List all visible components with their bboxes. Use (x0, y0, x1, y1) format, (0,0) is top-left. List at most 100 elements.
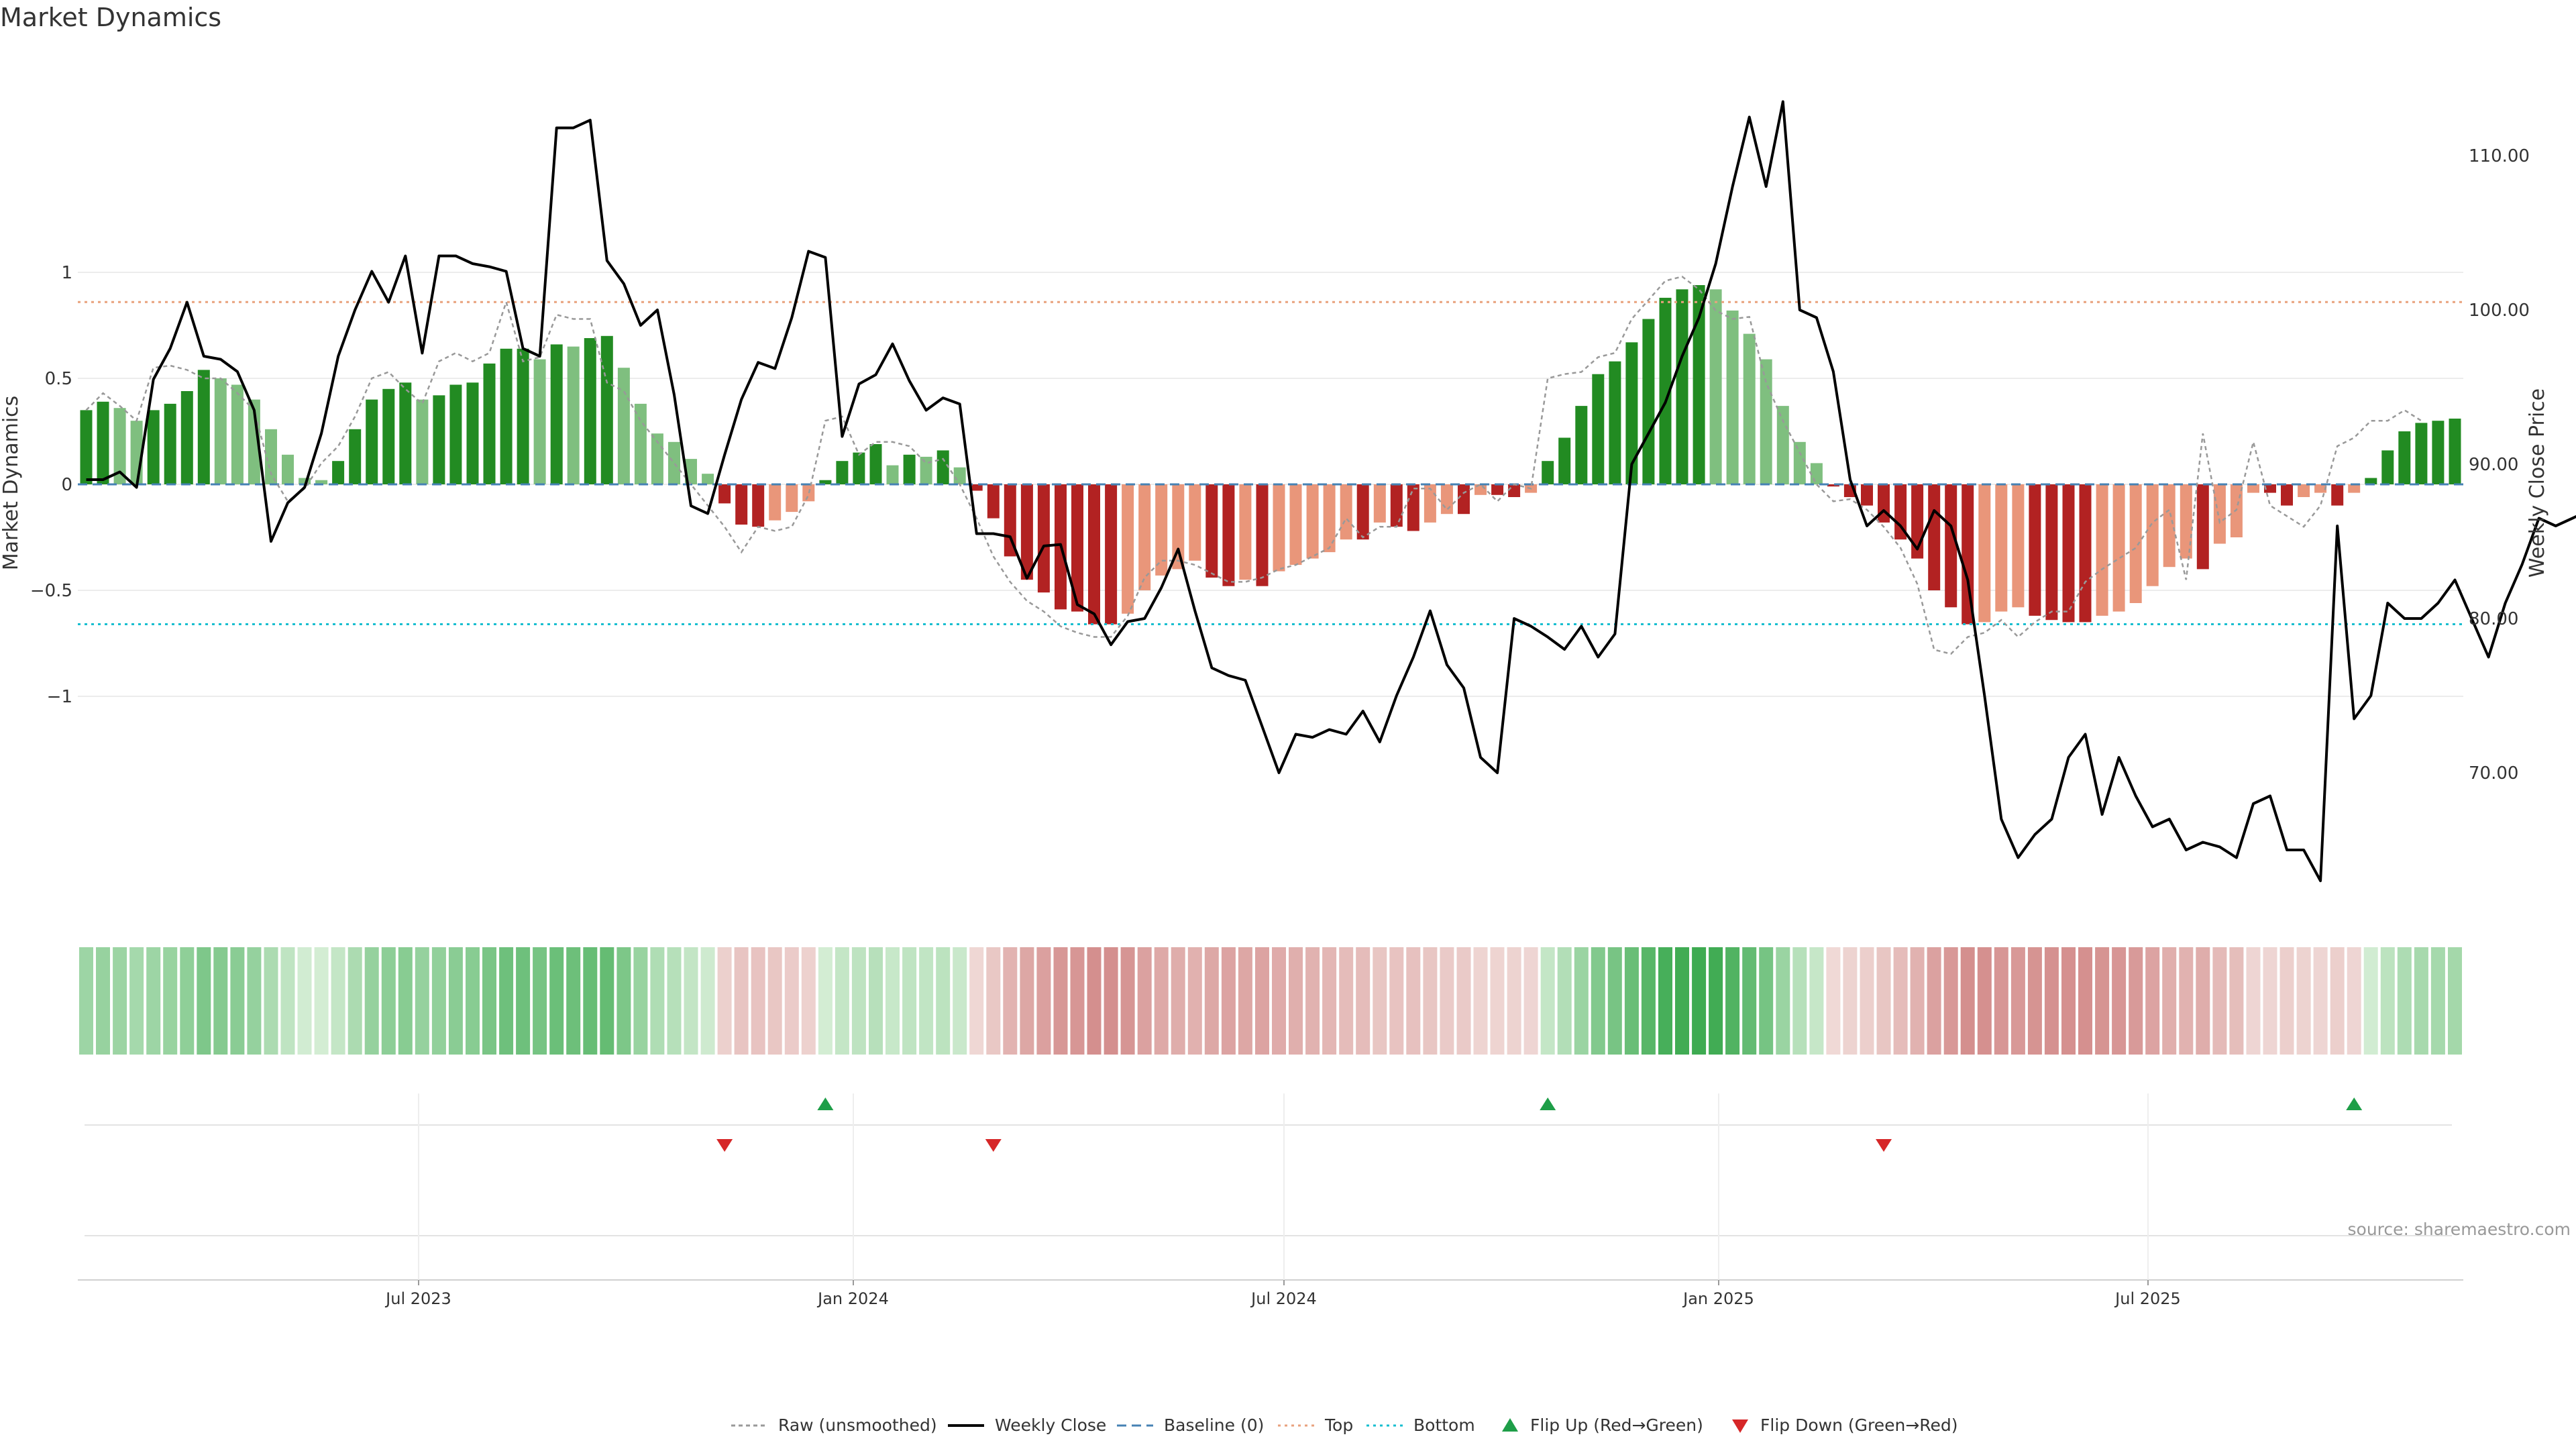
dynamics-bar (1205, 484, 1218, 578)
dynamics-bar (1390, 484, 1403, 527)
heat-cell (180, 947, 195, 1055)
heat-cell (600, 947, 614, 1055)
legend-label: Flip Down (Green→Red) (1760, 1415, 1958, 1435)
heat-cell (1809, 947, 1824, 1055)
heat-cell (1540, 947, 1555, 1055)
heat-cell (2279, 947, 2294, 1055)
heat-cell (1070, 947, 1085, 1055)
heat-cell (667, 947, 682, 1055)
dynamics-bar (466, 382, 479, 484)
heat-cell (2112, 947, 2127, 1055)
dynamics-bar (769, 484, 782, 521)
dynamics-bar (1542, 461, 1554, 484)
heat-cell (1843, 947, 1858, 1055)
heat-cell (1305, 947, 1320, 1055)
y-tick-label: −0.5 (30, 581, 72, 601)
dynamics-bar (1122, 484, 1134, 614)
legend-label: Flip Up (Red→Green) (1530, 1415, 1703, 1435)
dynamics-bar (819, 480, 832, 484)
heat-cell (448, 947, 463, 1055)
heat-cell (2179, 947, 2194, 1055)
dynamics-bar (1558, 437, 1571, 484)
heat-cell (2430, 947, 2445, 1055)
dynamics-bar (1625, 342, 1638, 484)
dynamics-bar (1222, 484, 1235, 586)
dynamics-bar (920, 456, 932, 484)
dynamics-bar (2079, 484, 2092, 623)
dynamics-bar (1189, 484, 1201, 561)
dynamics-bar (600, 335, 613, 484)
heat-cell (2246, 947, 2261, 1055)
dynamics-bar (936, 450, 949, 484)
heat-cell (936, 947, 951, 1055)
heat-cell (1927, 947, 1941, 1055)
y-tick-label: 0 (61, 475, 72, 495)
heat-cell (1826, 947, 1841, 1055)
heat-cell (1187, 947, 1202, 1055)
dynamics-bar (1978, 484, 1991, 623)
heat-cell (314, 947, 329, 1055)
dynamics-bar (2129, 484, 2142, 603)
heat-cell (2296, 947, 2311, 1055)
dynamics-bar (651, 433, 663, 484)
dynamics-bar (399, 382, 412, 484)
x-tick-label: Jul 2025 (2114, 1289, 2181, 1308)
heat-cell (1507, 947, 1521, 1055)
source-note: source: sharemaestro.com (2347, 1220, 2571, 1239)
y-axis-label: Market Dynamics (0, 396, 23, 571)
dynamics-bar (483, 363, 496, 484)
heat-cell (1473, 947, 1488, 1055)
heat-cell (616, 947, 631, 1055)
dynamics-bar (1709, 289, 1722, 484)
dynamics-bar (1793, 441, 1806, 484)
legend-item: Baseline (0) (1117, 1415, 1264, 1435)
dynamics-bar (2196, 484, 2209, 570)
legend-label: Raw (unsmoothed) (778, 1415, 937, 1435)
dynamics-bar (265, 429, 277, 484)
dynamics-bar (2398, 431, 2411, 484)
dynamics-bar (634, 403, 647, 484)
heat-cell (129, 947, 144, 1055)
legend-label: Weekly Close (995, 1415, 1106, 1435)
heat-cell (1389, 947, 1404, 1055)
flip-up-marker (2346, 1097, 2363, 1110)
heat-cell (1709, 947, 1723, 1055)
heat-cell (2363, 947, 2378, 1055)
y2-tick-label: 110.00 (2469, 146, 2530, 166)
heat-cell (1423, 947, 1438, 1055)
heat-cell (2078, 947, 2092, 1055)
dynamics-bar (886, 465, 899, 484)
heat-cell (1557, 947, 1572, 1055)
heat-cell (2196, 947, 2210, 1055)
dynamics-bar (1810, 463, 1823, 484)
heat-cell (2313, 947, 2328, 1055)
heat-cell (1272, 947, 1286, 1055)
heat-cell (1120, 947, 1135, 1055)
dynamics-bar (1894, 484, 1907, 540)
dynamics-bar (1659, 297, 1672, 484)
heat-cell (1339, 947, 1354, 1055)
heat-cell (347, 947, 362, 1055)
dynamics-bar (1138, 484, 1151, 590)
heat-cell (1658, 947, 1672, 1055)
heat-cell (364, 947, 379, 1055)
dynamics-bar (2029, 484, 2041, 616)
heat-cell (919, 947, 934, 1055)
close-line (86, 100, 2576, 882)
flip-down-marker (985, 1139, 1002, 1152)
dynamics-bar (1945, 484, 1957, 608)
dynamics-bar (197, 370, 210, 484)
dynamics-bar (1037, 484, 1050, 593)
dynamics-bar (2331, 484, 2344, 506)
heat-cell (1036, 947, 1051, 1055)
legend-label: Baseline (0) (1164, 1415, 1264, 1435)
dynamics-bar (752, 484, 765, 527)
legend-item: Flip Down (Green→Red) (1732, 1415, 1958, 1435)
heat-cell (2061, 947, 2076, 1055)
heat-cell (1591, 947, 1605, 1055)
y-tick-label: 1 (61, 263, 72, 283)
raw-line (85, 275, 2422, 655)
dynamics-bar (1928, 484, 1941, 590)
legend: Raw (unsmoothed) Weekly Close Baseline (0)… (731, 1415, 1958, 1435)
dynamics-bar (2314, 484, 2327, 493)
